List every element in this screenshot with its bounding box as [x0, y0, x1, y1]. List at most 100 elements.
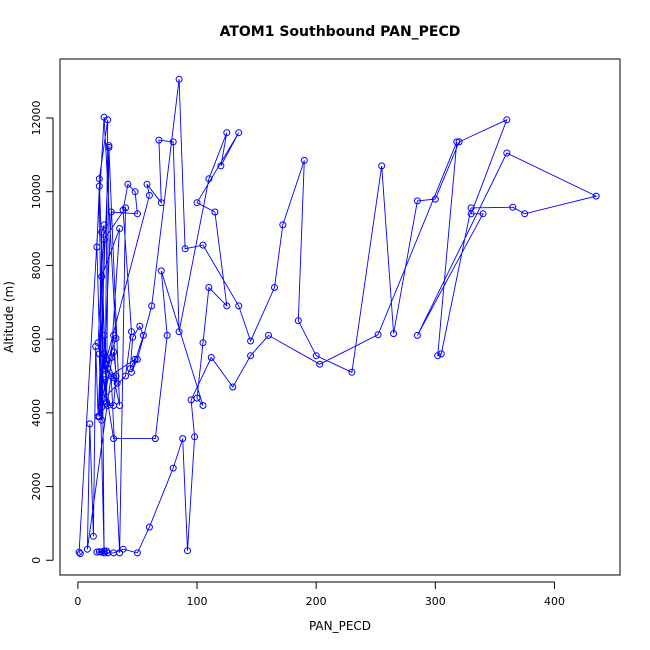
- data-point: [103, 398, 110, 406]
- data-point: [592, 192, 600, 200]
- data-point: [181, 245, 189, 253]
- data-point: [479, 210, 487, 218]
- data-point: [105, 144, 113, 151]
- data-point: [131, 188, 139, 196]
- data-point: [467, 204, 475, 212]
- y-tick-label: 6000: [30, 325, 43, 353]
- data-point: [521, 210, 529, 218]
- data-point: [100, 350, 108, 358]
- data-point: [169, 464, 177, 472]
- series-layer: [75, 75, 600, 558]
- data-point: [199, 241, 207, 249]
- data-point: [175, 328, 183, 336]
- y-tick-label: 4000: [30, 399, 43, 427]
- data-point: [100, 365, 108, 373]
- data-point: [119, 545, 127, 553]
- data-point: [157, 199, 165, 207]
- data-point: [100, 376, 108, 384]
- data-point: [100, 394, 108, 402]
- data-point: [103, 547, 110, 555]
- data-point: [175, 75, 183, 83]
- data-point: [107, 208, 115, 216]
- data-point: [434, 352, 442, 360]
- data-point: [76, 550, 84, 558]
- chart-title: ATOM1 Southbound PAN_PECD: [220, 24, 461, 40]
- data-point: [151, 435, 159, 443]
- y-tick-label: 10000: [30, 174, 43, 209]
- plot-frame: [59, 58, 621, 576]
- data-point: [95, 413, 103, 420]
- x-tick-label: 300: [425, 595, 446, 608]
- data-point: [503, 116, 511, 124]
- data-point: [145, 191, 153, 199]
- data-point: [93, 243, 101, 251]
- data-point: [312, 352, 320, 360]
- data-point: [163, 331, 171, 339]
- data-point: [122, 372, 129, 380]
- data-point: [300, 156, 308, 164]
- data-point: [143, 180, 151, 188]
- data-point: [455, 138, 463, 146]
- data-point: [191, 433, 199, 441]
- data-point: [205, 284, 213, 291]
- data-point: [390, 330, 398, 338]
- data-point: [92, 343, 100, 350]
- data-point: [193, 199, 201, 207]
- y-axis-label: Altitude (m): [2, 281, 16, 353]
- data-point: [100, 236, 108, 244]
- data-point: [217, 162, 225, 170]
- data-point: [229, 383, 237, 391]
- data-point: [95, 548, 103, 556]
- data-point: [348, 368, 356, 376]
- data-point: [265, 331, 272, 339]
- data-point: [133, 210, 141, 218]
- data-point: [179, 435, 187, 443]
- x-tick-label: 0: [74, 595, 81, 608]
- data-point: [105, 142, 113, 150]
- data-point: [374, 331, 382, 339]
- data-point: [93, 548, 101, 556]
- data-point: [89, 532, 97, 540]
- data-point: [83, 545, 91, 553]
- y-tick-label: 12000: [30, 100, 43, 135]
- x-axis-label: PAN_PECD: [309, 619, 371, 633]
- data-point: [136, 322, 144, 330]
- data-point: [104, 365, 112, 373]
- data-point: [157, 267, 165, 275]
- data-point: [247, 352, 255, 360]
- data-point: [104, 116, 112, 124]
- data-point: [94, 339, 102, 347]
- data-point: [145, 523, 153, 531]
- data-point: [124, 180, 132, 188]
- data-point: [279, 221, 287, 229]
- data-point: [378, 162, 386, 170]
- data-point: [119, 206, 127, 214]
- data-point: [95, 350, 103, 358]
- y-axis: 0 2000 4000 6000 8000 10000 12000: [30, 100, 54, 564]
- data-point: [316, 360, 324, 368]
- data-point: [223, 129, 231, 137]
- data-point: [100, 331, 108, 339]
- data-point: [413, 331, 421, 339]
- data-point: [184, 547, 191, 555]
- data-point: [128, 368, 135, 376]
- data-point: [169, 138, 177, 146]
- data-point: [110, 435, 118, 443]
- data-point: [75, 548, 83, 556]
- data-point: [110, 331, 118, 339]
- data-point: [110, 348, 118, 356]
- data-point: [199, 402, 207, 409]
- data-point: [211, 208, 219, 216]
- data-point: [100, 221, 108, 229]
- x-tick-label: 200: [306, 595, 327, 608]
- data-point: [122, 204, 129, 212]
- data-point: [503, 149, 511, 157]
- data-point: [116, 225, 124, 232]
- data-point: [247, 337, 255, 345]
- data-point: [223, 302, 231, 310]
- data-point: [431, 195, 439, 203]
- series-line: [78, 79, 598, 554]
- data-point: [413, 197, 421, 205]
- data-point: [453, 138, 461, 146]
- data-point: [95, 175, 103, 183]
